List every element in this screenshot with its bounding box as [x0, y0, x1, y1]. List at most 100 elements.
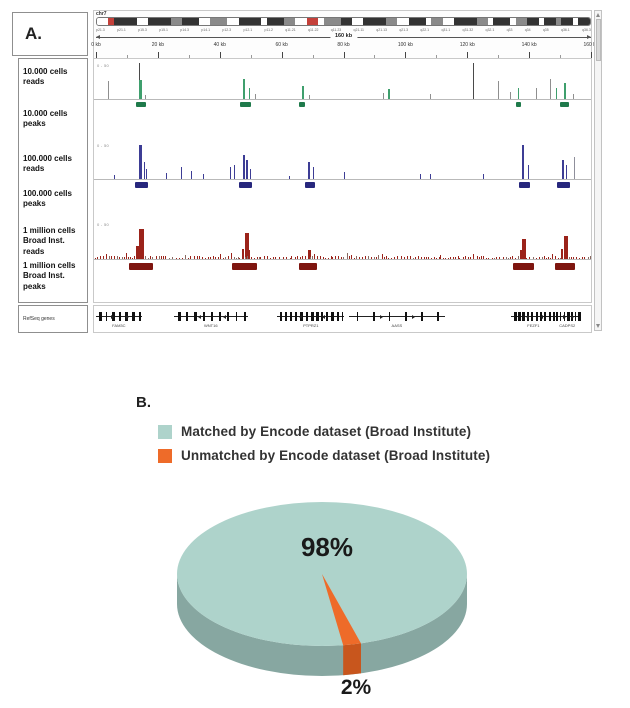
gene-exon: [194, 312, 197, 321]
gene-exon: [227, 312, 229, 321]
peak-block: [239, 182, 252, 188]
scrollbar-thumb[interactable]: [596, 19, 601, 61]
signal-noise: [341, 257, 342, 259]
signal-noise: [152, 257, 153, 259]
signal-noise: [378, 255, 379, 259]
signal-noise: [404, 257, 405, 259]
signal-noise: [486, 258, 487, 259]
signal-spike: [308, 162, 310, 179]
band-label: q36.1: [561, 28, 570, 33]
signal-noise: [477, 256, 478, 259]
tracks-data-area[interactable]: 0 - 50 0 - 50 0 - 50: [93, 58, 592, 303]
peaks-track-1m[interactable]: [94, 263, 592, 270]
gene-strand-arrow-icon: [563, 315, 566, 319]
signal-noise: [483, 256, 484, 259]
gene-exon: [373, 312, 375, 321]
signal-noise: [533, 257, 534, 259]
signal-noise: [542, 257, 543, 259]
refseq-gene-track[interactable]: FAM3CWNT16PTPRZ1AASSFEZF1CADPS2: [93, 305, 592, 333]
signal-noise: [349, 256, 350, 259]
peaks-track-100k[interactable]: [94, 182, 592, 188]
band-label: p12.3: [222, 28, 231, 33]
gene-strand-arrow-icon: [412, 315, 415, 319]
legend-label-matched: Matched by Encode dataset (Broad Institu…: [181, 424, 471, 439]
signal-noise: [100, 256, 101, 259]
scroll-down-icon[interactable]: [596, 324, 600, 328]
signal-noise: [225, 257, 226, 259]
track-label-100k-peaks[interactable]: 100.000 cells peaks: [23, 189, 85, 210]
signal-noise: [130, 257, 131, 259]
gene-exon: [290, 312, 292, 321]
signal-spike: [420, 174, 421, 179]
panel-b-label: B.: [136, 394, 151, 411]
signal-spike: [483, 174, 484, 179]
signal-track-1m-reads[interactable]: [94, 229, 592, 259]
band-label: q11.21: [285, 28, 295, 33]
signal-noise: [499, 257, 500, 259]
band-label: p15.3: [138, 28, 147, 33]
track-label-100k-reads[interactable]: 100.000 cells reads: [23, 154, 85, 175]
signal-track-100k-reads[interactable]: [94, 145, 592, 179]
signal-spike: [550, 79, 551, 99]
signal-noise: [424, 257, 425, 259]
signal-noise: [359, 257, 360, 259]
band-label: p14.1: [201, 28, 210, 33]
signal-spike: [181, 167, 182, 179]
signal-noise: [354, 258, 355, 259]
signal-noise: [128, 257, 129, 259]
track-label-10k-peaks[interactable]: 10.000 cells peaks: [23, 109, 85, 130]
peak-block: [135, 182, 148, 188]
signal-noise: [234, 257, 235, 259]
scroll-up-icon[interactable]: [596, 13, 600, 17]
signal-track-10k-reads[interactable]: [94, 63, 592, 99]
signal-noise: [297, 256, 298, 259]
track-label-10k-reads[interactable]: 10.000 cells reads: [23, 67, 85, 88]
ideogram-band: [493, 18, 510, 25]
signal-noise: [208, 257, 209, 259]
chromosome-ideogram[interactable]: [96, 17, 591, 26]
ideogram-band: [386, 18, 397, 25]
gene-exon: [119, 312, 122, 321]
signal-noise: [286, 257, 287, 259]
gene-exon: [337, 312, 339, 321]
signal-spike: [473, 63, 474, 99]
peak-block: [299, 263, 317, 270]
peaks-track-10k[interactable]: [94, 102, 592, 107]
gene-exon: [531, 312, 533, 321]
signal-noise: [239, 258, 240, 259]
signal-noise: [317, 256, 318, 259]
ideogram-view-marker: [307, 18, 318, 25]
ideogram-band: [409, 18, 426, 25]
peak-block: [136, 102, 146, 107]
signal-spike: [289, 176, 290, 179]
scrollbar[interactable]: [594, 10, 602, 331]
signal-noise: [560, 258, 561, 259]
gene-exon: [211, 312, 214, 321]
peak-block: [232, 263, 257, 270]
signal-noise: [550, 258, 551, 259]
ruler-tick-label: 40 kb: [214, 42, 226, 48]
signal-noise: [552, 254, 553, 259]
signal-spike: [528, 165, 529, 179]
signal-noise: [488, 258, 489, 259]
track-label-1m-peaks[interactable]: 1 million cells Broad Inst. peaks: [23, 261, 85, 292]
signal-noise: [448, 258, 449, 259]
signal-spike: [388, 89, 390, 99]
signal-noise: [260, 257, 261, 259]
panel-a-label-box: A.: [12, 12, 88, 56]
gene-name: AASS: [392, 323, 403, 328]
signal-noise: [145, 256, 146, 259]
band-label: q11.22: [308, 28, 318, 33]
track-label-1m-reads[interactable]: 1 million cells Broad Inst. reads: [23, 226, 85, 257]
refseq-label: RefSeq genes: [23, 316, 55, 322]
signal-noise: [231, 253, 232, 259]
peak-block: [299, 102, 305, 107]
signal-noise: [332, 257, 333, 259]
signal-noise: [436, 258, 437, 259]
signal-noise: [388, 258, 389, 259]
signal-noise: [465, 256, 466, 259]
gene-exon: [311, 312, 314, 321]
signal-spike: [230, 167, 231, 179]
gene-exon: [219, 312, 221, 321]
gene-strand-arrow-icon: [299, 315, 302, 319]
